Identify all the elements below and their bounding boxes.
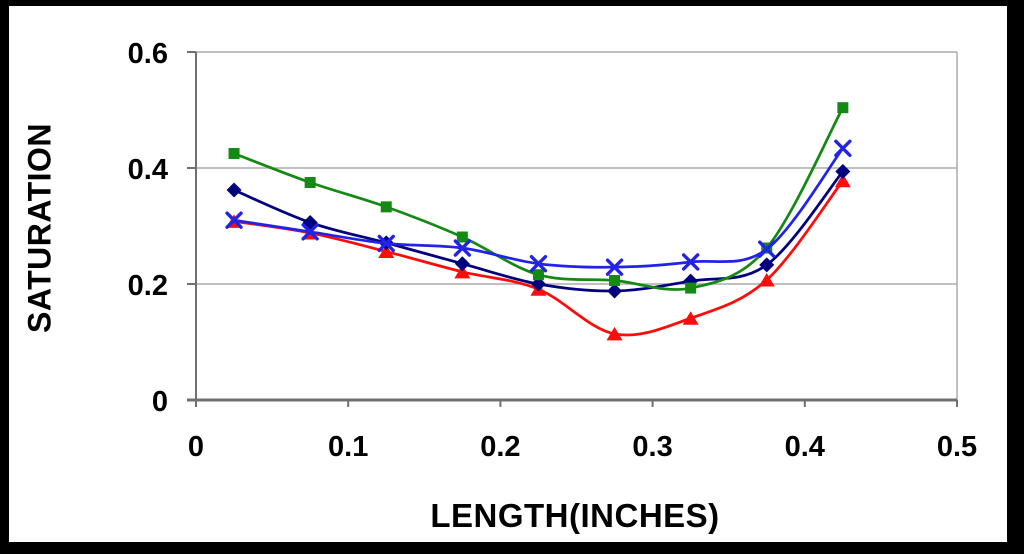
marker-navy-diamonds — [759, 257, 775, 273]
marker-green-squares — [532, 269, 544, 281]
marker-navy-diamonds — [607, 283, 623, 299]
marker-green-squares — [456, 231, 468, 243]
marker-red-triangles — [454, 264, 471, 279]
marker-red-triangles — [606, 326, 623, 341]
marker-navy-diamonds — [226, 182, 242, 198]
y-tick-label-0.4: 0.4 — [128, 154, 168, 186]
marker-navy-diamonds — [530, 276, 546, 292]
x-axis-title: LENGTH(INCHES) — [430, 497, 720, 534]
x-tick-label-0.4: 0.4 — [785, 431, 825, 463]
x-tick-label-0.2: 0.2 — [480, 431, 520, 463]
marker-green-squares — [228, 148, 240, 159]
marker-red-triangles — [758, 272, 775, 287]
marker-blue-x — [758, 240, 776, 258]
series-line-blue-x — [233, 147, 844, 269]
y-tick-label-0.2: 0.2 — [128, 270, 168, 302]
y-tick-label-0.6: 0.6 — [128, 38, 168, 70]
chart-canvas — [9, 6, 1007, 542]
marker-blue-x — [605, 258, 624, 276]
marker-blue-x — [834, 139, 852, 157]
x-tick-label-0.3: 0.3 — [632, 431, 672, 463]
marker-blue-x — [301, 223, 319, 241]
marker-blue-x — [681, 253, 700, 271]
x-tick-label-0.1: 0.1 — [328, 431, 368, 463]
marker-blue-x — [529, 255, 548, 273]
x-tick-label-0.5: 0.5 — [937, 431, 977, 463]
y-tick-label-0: 0 — [152, 386, 168, 418]
marker-blue-x — [377, 234, 395, 253]
marker-navy-diamonds — [454, 256, 470, 272]
marker-blue-x — [225, 211, 243, 229]
x-tick-label-0: 0 — [188, 431, 204, 463]
y-axis-title: SATURATION — [21, 122, 58, 334]
marker-green-squares — [380, 201, 392, 213]
marker-green-squares — [609, 275, 621, 287]
marker-red-triangles — [378, 244, 395, 259]
marker-green-squares — [837, 102, 849, 114]
marker-green-squares — [685, 282, 697, 294]
marker-blue-x — [453, 239, 472, 257]
marker-red-triangles — [682, 311, 699, 325]
marker-green-squares — [304, 177, 316, 188]
marker-navy-diamonds — [835, 163, 851, 179]
marker-red-triangles — [834, 173, 851, 188]
